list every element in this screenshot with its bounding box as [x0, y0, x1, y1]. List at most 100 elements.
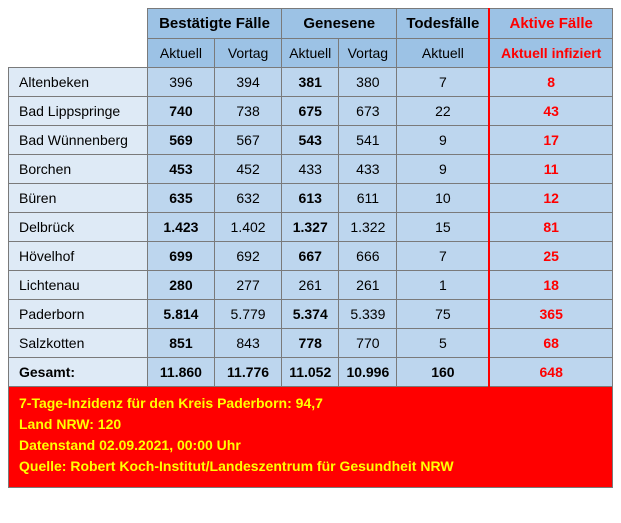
table-cell: 5.814 [147, 300, 214, 329]
col-recovered-current: Aktuell [282, 39, 339, 68]
table-cell: 452 [215, 155, 282, 184]
table-cell: 5.339 [339, 300, 397, 329]
table-cell: 611 [339, 184, 397, 213]
table-cell: 280 [147, 271, 214, 300]
table-cell: 5 [397, 329, 490, 358]
table-cell: 10 [397, 184, 490, 213]
footer-box: 7-Tage-Inzidenz für den Kreis Paderborn:… [8, 387, 613, 488]
table-cell: 5.374 [282, 300, 339, 329]
table-cell: 778 [282, 329, 339, 358]
table-cell: 7 [397, 242, 490, 271]
covid-table: Bestätigte Fälle Genesene Todesfälle Akt… [8, 8, 613, 387]
col-group-deaths: Todesfälle [397, 9, 490, 39]
table-cell: 648 [489, 358, 612, 387]
table-row: Salzkotten851843778770568 [9, 329, 613, 358]
table-cell: 567 [215, 126, 282, 155]
table-row: Bad Wünnenberg569567543541917 [9, 126, 613, 155]
table-cell: 8 [489, 68, 612, 97]
table-row: Lichtenau280277261261118 [9, 271, 613, 300]
col-recovered-prev: Vortag [339, 39, 397, 68]
table-cell: 1.423 [147, 213, 214, 242]
col-active-current: Aktuell infiziert [489, 39, 612, 68]
table-cell: 9 [397, 155, 490, 184]
table-cell: 569 [147, 126, 214, 155]
row-label: Hövelhof [9, 242, 148, 271]
table-body: Altenbeken39639438138078Bad Lippspringe7… [9, 68, 613, 387]
col-deaths-current: Aktuell [397, 39, 490, 68]
row-label: Borchen [9, 155, 148, 184]
col-group-confirmed: Bestätigte Fälle [147, 9, 281, 39]
table-cell: 433 [282, 155, 339, 184]
table-cell: 1.402 [215, 213, 282, 242]
table-cell: 543 [282, 126, 339, 155]
table-row: Delbrück1.4231.4021.3271.3221581 [9, 213, 613, 242]
table-cell: 675 [282, 97, 339, 126]
table-cell: 11.776 [215, 358, 282, 387]
table-row-total: Gesamt:11.86011.77611.05210.996160648 [9, 358, 613, 387]
table-cell: 17 [489, 126, 612, 155]
table-cell: 692 [215, 242, 282, 271]
table-cell: 635 [147, 184, 214, 213]
table-cell: 15 [397, 213, 490, 242]
table-cell: 770 [339, 329, 397, 358]
table-cell: 365 [489, 300, 612, 329]
table-cell: 843 [215, 329, 282, 358]
covid-table-wrap: Bestätigte Fälle Genesene Todesfälle Akt… [8, 8, 613, 488]
table-cell: 381 [282, 68, 339, 97]
table-cell: 613 [282, 184, 339, 213]
row-label-total: Gesamt: [9, 358, 148, 387]
table-cell: 11.052 [282, 358, 339, 387]
col-group-active: Aktive Fälle [489, 9, 612, 39]
table-cell: 632 [215, 184, 282, 213]
table-cell: 673 [339, 97, 397, 126]
table-row: Hövelhof699692667666725 [9, 242, 613, 271]
table-cell: 160 [397, 358, 490, 387]
table-cell: 740 [147, 97, 214, 126]
table-cell: 12 [489, 184, 612, 213]
table-cell: 9 [397, 126, 490, 155]
table-cell: 22 [397, 97, 490, 126]
table-cell: 261 [339, 271, 397, 300]
row-label: Büren [9, 184, 148, 213]
table-cell: 7 [397, 68, 490, 97]
table-row: Altenbeken39639438138078 [9, 68, 613, 97]
table-cell: 75 [397, 300, 490, 329]
row-label: Salzkotten [9, 329, 148, 358]
table-cell: 738 [215, 97, 282, 126]
table-cell: 433 [339, 155, 397, 184]
table-row: Bad Lippspringe7407386756732243 [9, 97, 613, 126]
table-cell: 10.996 [339, 358, 397, 387]
table-cell: 396 [147, 68, 214, 97]
col-confirmed-prev: Vortag [215, 39, 282, 68]
col-confirmed-current: Aktuell [147, 39, 214, 68]
table-cell: 43 [489, 97, 612, 126]
table-row: Büren6356326136111012 [9, 184, 613, 213]
row-label: Delbrück [9, 213, 148, 242]
table-cell: 699 [147, 242, 214, 271]
table-cell: 541 [339, 126, 397, 155]
table-cell: 1.322 [339, 213, 397, 242]
row-label: Altenbeken [9, 68, 148, 97]
table-cell: 81 [489, 213, 612, 242]
table-cell: 1.327 [282, 213, 339, 242]
table-cell: 851 [147, 329, 214, 358]
row-label: Bad Wünnenberg [9, 126, 148, 155]
table-cell: 666 [339, 242, 397, 271]
header-row-groups: Bestätigte Fälle Genesene Todesfälle Akt… [9, 9, 613, 39]
table-row: Paderborn5.8145.7795.3745.33975365 [9, 300, 613, 329]
col-group-recovered: Genesene [282, 9, 397, 39]
table-cell: 261 [282, 271, 339, 300]
row-label: Bad Lippspringe [9, 97, 148, 126]
table-cell: 5.779 [215, 300, 282, 329]
table-cell: 11 [489, 155, 612, 184]
footer-nrw: Land NRW: 120 [19, 414, 602, 435]
table-cell: 1 [397, 271, 490, 300]
footer-date: Datenstand 02.09.2021, 00:00 Uhr [19, 435, 602, 456]
corner-blank [9, 9, 148, 68]
table-cell: 380 [339, 68, 397, 97]
footer-source: Quelle: Robert Koch-Institut/Landeszentr… [19, 456, 602, 477]
table-row: Borchen453452433433911 [9, 155, 613, 184]
row-label: Lichtenau [9, 271, 148, 300]
table-cell: 277 [215, 271, 282, 300]
table-cell: 68 [489, 329, 612, 358]
